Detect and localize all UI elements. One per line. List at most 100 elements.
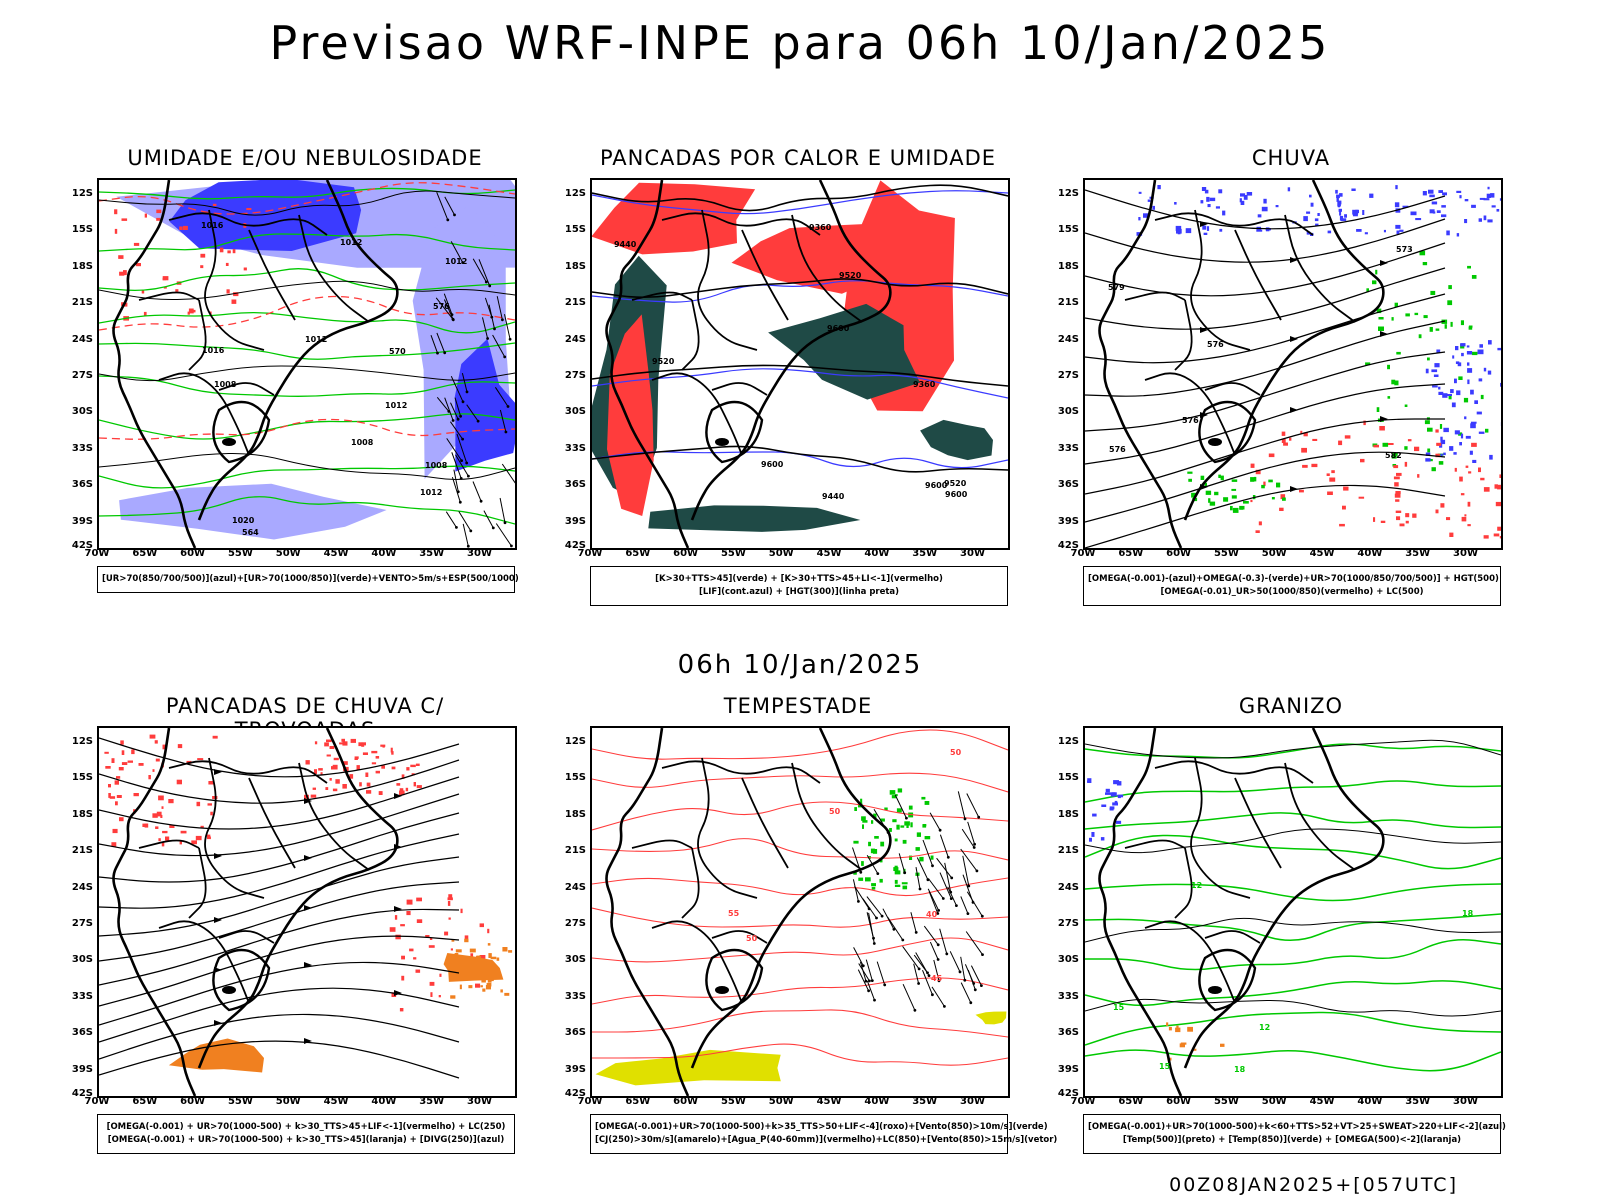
contour-label: 564 bbox=[242, 528, 259, 537]
streamline bbox=[99, 812, 460, 883]
wind-vector-head bbox=[872, 942, 876, 945]
storm-speckle bbox=[158, 838, 161, 842]
storm-speckle bbox=[108, 793, 111, 798]
rain-speckle bbox=[1414, 312, 1419, 316]
lat-label: 33S bbox=[1057, 990, 1079, 1002]
country-border bbox=[158, 372, 250, 456]
storm-speckle bbox=[416, 919, 423, 923]
map-layers: 50 50 45 40 50 55 bbox=[592, 728, 1008, 1096]
water-contour bbox=[592, 877, 1008, 897]
wind-vector-head bbox=[446, 218, 450, 222]
rain-speckle bbox=[1428, 189, 1434, 194]
storm-speckle bbox=[459, 984, 462, 990]
wind-vector-head bbox=[927, 974, 931, 977]
hail-speckle bbox=[1110, 792, 1116, 797]
water-contour bbox=[592, 772, 1008, 793]
storm-speckle bbox=[341, 738, 345, 742]
lat-label: 33S bbox=[71, 442, 93, 454]
wind-vector-head bbox=[938, 828, 942, 832]
rain-speckle bbox=[1418, 334, 1422, 339]
wind-vector-head bbox=[883, 983, 887, 987]
wind-vector-head bbox=[450, 313, 454, 316]
wind-speckle bbox=[868, 841, 871, 847]
lon-label: 30W bbox=[467, 548, 492, 559]
rain-speckle bbox=[1258, 521, 1262, 526]
rain-speckle bbox=[1479, 197, 1485, 200]
streamline bbox=[99, 961, 460, 1026]
hail-speckle bbox=[1116, 781, 1122, 786]
map-canvas: 1008 1008 1012 1012 1012 1016 1008 1012 1012 1016… bbox=[99, 180, 515, 548]
lat-label: 12S bbox=[1057, 188, 1079, 199]
storm-speckle bbox=[116, 795, 122, 798]
rain-speckle bbox=[1230, 506, 1233, 511]
rain-speckle bbox=[1263, 481, 1266, 487]
wind-vector-head bbox=[892, 927, 896, 931]
contour-label: 55 bbox=[728, 909, 740, 918]
storm-speckle bbox=[430, 992, 433, 997]
wind-vector bbox=[450, 402, 459, 420]
orange-area bbox=[443, 953, 504, 982]
storm-speckle bbox=[329, 778, 332, 781]
storm-speckle bbox=[324, 742, 329, 747]
storm-speckle bbox=[180, 830, 187, 834]
map-canvas: 15 18 12 12 15 18 bbox=[1085, 728, 1501, 1096]
contour-label: 9520 bbox=[839, 271, 862, 280]
rain-speckle bbox=[1395, 499, 1400, 502]
rain-speckle bbox=[1500, 382, 1501, 387]
storm-speckle bbox=[208, 781, 214, 785]
rain-speckle bbox=[1477, 349, 1484, 355]
wind-vector-head bbox=[465, 390, 469, 394]
rain-speckle bbox=[1467, 265, 1471, 269]
wind-vector-head bbox=[936, 912, 940, 915]
country-border bbox=[204, 757, 265, 899]
rain-speckle bbox=[1483, 215, 1487, 221]
lon-label: 65W bbox=[1118, 1096, 1144, 1107]
country-border bbox=[1284, 762, 1356, 871]
lat-label: 33S bbox=[564, 990, 586, 1002]
rain-speckle bbox=[1479, 344, 1483, 348]
wind-vector-head bbox=[958, 970, 962, 974]
country-border bbox=[661, 760, 821, 784]
wind-vector bbox=[913, 954, 928, 974]
wind-arrow bbox=[214, 1020, 222, 1026]
wind-vector-head bbox=[443, 351, 447, 355]
rain-speckle bbox=[1478, 218, 1482, 222]
wind-speckle bbox=[873, 813, 877, 818]
temp850-contour bbox=[1085, 743, 1501, 759]
rain-speckle bbox=[1431, 369, 1438, 373]
wind-vector-head bbox=[917, 967, 921, 971]
country-border bbox=[1154, 760, 1314, 784]
rain-speckle bbox=[1239, 507, 1244, 510]
wind-speckle bbox=[889, 828, 892, 832]
wind-vector bbox=[852, 879, 859, 902]
lon-label: 45W bbox=[1309, 548, 1335, 559]
hail-speckle bbox=[1117, 794, 1124, 798]
storm-speckle bbox=[470, 953, 474, 958]
panel-title-granizo: GRANIZO bbox=[1238, 694, 1344, 718]
rain-speckle bbox=[1257, 214, 1262, 218]
storm-speckle bbox=[111, 842, 117, 847]
rain-speckle bbox=[1404, 461, 1408, 467]
wind-vector-head bbox=[931, 864, 934, 868]
storm-speckle bbox=[455, 949, 462, 953]
rain-speckle bbox=[1464, 219, 1468, 224]
contour-label: 9600 bbox=[761, 460, 784, 469]
rain-speckle bbox=[1395, 510, 1402, 513]
rain-speckle bbox=[1495, 501, 1501, 507]
wind-vector-head bbox=[459, 414, 462, 418]
storm-speckle bbox=[479, 955, 486, 959]
storm-speckle bbox=[475, 983, 481, 988]
rain-speckle bbox=[1497, 347, 1501, 351]
wind-vector bbox=[939, 928, 948, 955]
wind-arrow bbox=[304, 855, 312, 861]
water-contour bbox=[592, 1009, 1008, 1038]
rain-speckle bbox=[1442, 192, 1447, 196]
storm-speckle bbox=[155, 758, 160, 762]
wind-vector-head bbox=[466, 544, 470, 548]
storm-speckle bbox=[389, 927, 396, 932]
wind-vector-head bbox=[488, 284, 492, 288]
wind-vector bbox=[495, 523, 512, 547]
rain-speckle bbox=[1468, 471, 1472, 474]
storm-speckle bbox=[416, 785, 422, 789]
country-border bbox=[681, 847, 700, 919]
